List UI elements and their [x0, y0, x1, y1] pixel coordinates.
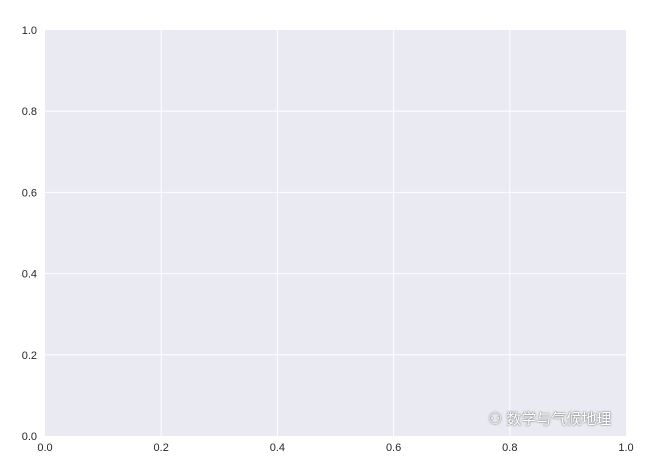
x-tick-label: 0.2: [154, 442, 169, 454]
plot-area: [45, 30, 626, 436]
watermark: ⚇ 数学与气候地理: [488, 409, 612, 429]
x-tick-label: 1.0: [618, 442, 633, 454]
y-tick-label: 0.8: [22, 106, 37, 118]
watermark-text: 数学与气候地理: [506, 410, 612, 428]
wechat-icon: ⚇: [488, 409, 503, 428]
y-tick-label: 0.4: [22, 269, 37, 281]
y-tick-label: 0.2: [22, 350, 37, 362]
y-tick-label: 0.6: [22, 187, 37, 199]
y-tick-label: 1.0: [22, 25, 37, 37]
x-tick-label: 0.6: [386, 442, 401, 454]
x-tick-label: 0.0: [37, 442, 52, 454]
y-tick-label: 0.0: [22, 431, 37, 443]
x-tick-label: 0.8: [502, 442, 517, 454]
x-tick-label: 0.4: [270, 442, 285, 454]
